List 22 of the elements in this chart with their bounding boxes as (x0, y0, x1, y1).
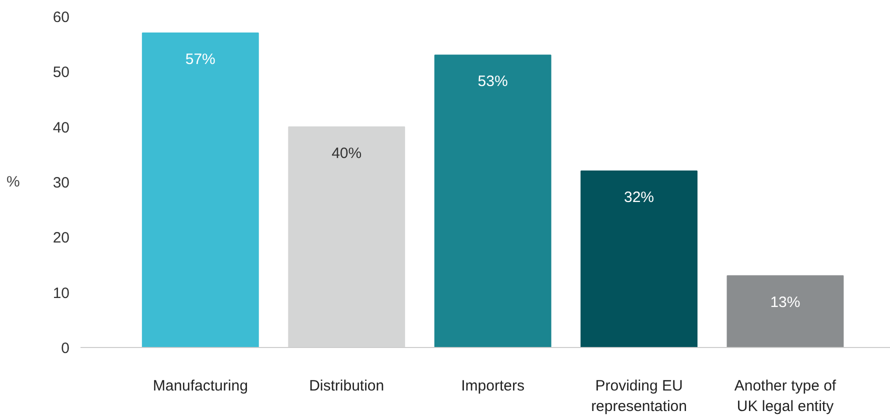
y-tick-label: 40 (52, 119, 70, 136)
y-tick-label: 50 (52, 64, 70, 82)
y-tick-label: 60 (52, 9, 70, 26)
bar (726, 275, 844, 348)
y-tick-label: 20 (52, 230, 70, 247)
x-tick-label: Distribution (309, 378, 384, 394)
data-label: 40% (332, 144, 362, 162)
y-tick-label: 30 (52, 174, 70, 192)
data-label: 32% (624, 188, 654, 206)
x-tick-label: Manufacturing (152, 378, 248, 394)
x-tick-label: Providing EU representation (591, 378, 687, 415)
data-label: 13% (770, 294, 800, 311)
x-tick-label: Importers (461, 378, 524, 394)
bar (580, 170, 698, 348)
y-tick-label: 10 (52, 284, 70, 302)
bar (434, 54, 552, 348)
bar (142, 32, 259, 348)
data-label: 53% (478, 73, 508, 90)
x-tick-label: Another type of UK legal entity (734, 378, 837, 415)
y-axis-title: % (6, 174, 20, 190)
data-label: 57% (185, 51, 216, 68)
y-tick-label: 0 (61, 340, 70, 357)
